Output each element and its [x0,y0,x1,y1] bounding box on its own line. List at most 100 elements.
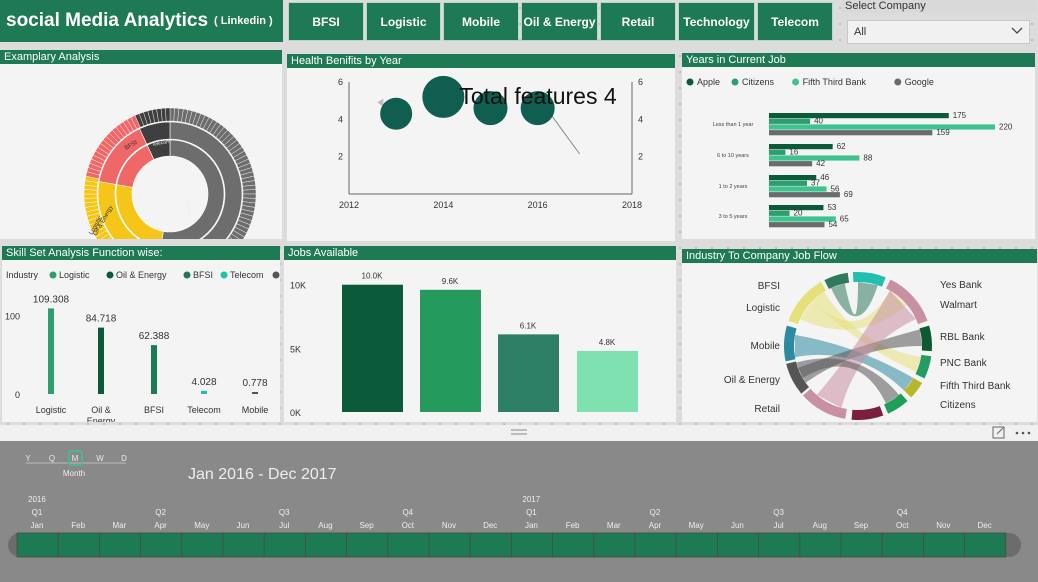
health-benefits-chart[interactable]: 2 2 4 4 6 6 2012 2014 2016 2018 Total features 4 [287,54,675,241]
timeline-month-cell[interactable] [469,532,512,558]
years-bar[interactable] [769,186,827,192]
flow-ribbon[interactable] [816,290,917,408]
years-bar[interactable] [769,155,860,161]
timeline-month-cell[interactable] [675,532,718,558]
years-bar[interactable] [769,113,949,119]
flow-industry-arc[interactable] [824,272,850,289]
granularity-option-d[interactable]: D [121,454,127,463]
health-bubble[interactable] [473,91,508,126]
years-bar[interactable] [769,180,808,186]
years-bar[interactable] [769,124,995,130]
industry-button-technology[interactable]: Technology [678,2,755,41]
sunburst-segment-telecom-inner[interactable] [146,139,171,160]
flow-industry-arc[interactable] [788,281,826,325]
flow-ribbon[interactable] [797,329,922,383]
flow-industry-arc[interactable] [784,325,797,362]
industry-button-logistic[interactable]: Logistic [366,2,441,41]
years-bar[interactable] [769,161,813,167]
industry-button-oil-energy[interactable]: Oil & Energy [521,2,598,41]
jobs-bar[interactable] [498,334,559,412]
years-bar[interactable] [769,175,817,181]
timeline-month-cell[interactable] [634,532,677,558]
timeline-month-cell[interactable] [57,532,100,558]
flow-company-arc[interactable] [851,406,884,420]
timeline-month-cell[interactable] [222,532,265,558]
timeline-month-cell[interactable] [181,532,224,558]
timeline-month-cell[interactable] [510,532,553,558]
years-current-job-chart[interactable]: Apple Citizens Fifth Third Bank Google Less … [682,53,1035,239]
timeline-month-cell[interactable] [881,532,924,558]
skill-bar[interactable] [201,390,207,394]
jobs-available-chart[interactable]: 10K 5K 0K 10.0K 9.6K 6.1K 4.8K [284,246,676,422]
timeline-month-cell[interactable] [840,532,883,558]
timeline-month-cell[interactable] [799,532,842,558]
skill-bar[interactable] [48,308,54,394]
skill-bar[interactable] [252,392,258,394]
jobs-bar[interactable] [577,350,638,412]
flow-industry-arc[interactable] [803,388,847,419]
timeline-month-cell[interactable] [758,532,801,558]
timeline-month-cell[interactable] [99,532,142,558]
years-bar[interactable] [769,216,836,222]
timeline-slicer-graphic[interactable]: Y Q M W D Month Jan 2016 - Dec 2017 2016 2017 Q1 Q… [0,425,1038,582]
timeline-month-cell[interactable] [140,532,183,558]
years-bar[interactable] [769,222,825,228]
job-flow-chord-chart[interactable]: BFSI Logistic Mobile Oil & Energy Retail Yes … [682,249,1037,422]
years-bar[interactable] [769,205,824,211]
timeline-month-cell[interactable] [552,532,595,558]
sunburst-segment-mobile-middle[interactable] [157,121,243,239]
industry-button-telecom[interactable]: Telecom [757,2,833,41]
granularity-option-w[interactable]: W [96,454,104,463]
timeline-month-cell[interactable] [304,532,347,558]
more-options-icon[interactable] [1021,431,1025,435]
sunburst-outer-slice[interactable] [165,107,171,122]
skill-bar[interactable] [98,327,104,394]
industry-button-bfsi[interactable]: BFSI [288,2,364,41]
more-options-icon[interactable] [1015,431,1019,435]
flow-company-arc[interactable] [886,279,928,325]
health-bubble[interactable] [380,97,413,130]
timeline-month-cell[interactable] [346,532,389,558]
timeline-month-cell[interactable] [717,532,760,558]
skill-set-chart[interactable]: Industry Logistic Oil & Energy BFSI Telecom M… [2,246,280,422]
health-bubble[interactable] [520,91,555,126]
industry-button-mobile[interactable]: Mobile [443,2,519,41]
timeline-month-cell[interactable] [923,532,966,558]
flow-ribbon[interactable] [830,282,878,317]
sunburst-segment-telecom-middle[interactable] [139,121,171,145]
timeline-month-cell[interactable] [387,532,430,558]
health-bubble[interactable] [422,75,465,118]
focus-mode-icon[interactable] [992,426,1005,439]
years-bar[interactable] [769,149,786,155]
granularity-selected-marker[interactable] [68,450,83,466]
granularity-option-y[interactable]: Y [25,454,31,463]
years-bar[interactable] [769,192,840,198]
flow-company-arc[interactable] [915,354,932,379]
flow-company-arc[interactable] [919,325,932,352]
timeline-month-cell[interactable] [16,532,59,558]
years-bar[interactable] [769,130,933,136]
jobs-bar[interactable] [342,284,403,412]
flow-ribbon[interactable] [796,358,900,404]
years-bar[interactable] [769,144,833,150]
timeline-month-cell[interactable] [428,532,471,558]
years-bar[interactable] [769,210,790,216]
sunburst-segment-mobile-inner[interactable] [161,139,225,239]
jobs-bar[interactable] [420,289,481,412]
flow-company-arc[interactable] [904,378,923,398]
flow-company-arc[interactable] [852,272,886,287]
flow-ribbon[interactable] [812,291,922,373]
skill-bar[interactable] [151,345,157,394]
timeline-month-cell[interactable] [964,532,1007,558]
health-play-icon[interactable] [377,98,384,107]
timeline-month-cell[interactable] [263,532,306,558]
flow-ribbon[interactable] [794,334,914,391]
flow-company-arc[interactable] [884,393,908,414]
more-options-icon[interactable] [1027,431,1031,435]
sunburst-outer-slice[interactable] [242,189,257,195]
timeline-month-cell[interactable] [593,532,636,558]
flow-industry-arc[interactable] [786,361,809,394]
sunburst-outer-slice[interactable] [83,193,98,199]
granularity-option-m[interactable]: M [72,454,79,463]
